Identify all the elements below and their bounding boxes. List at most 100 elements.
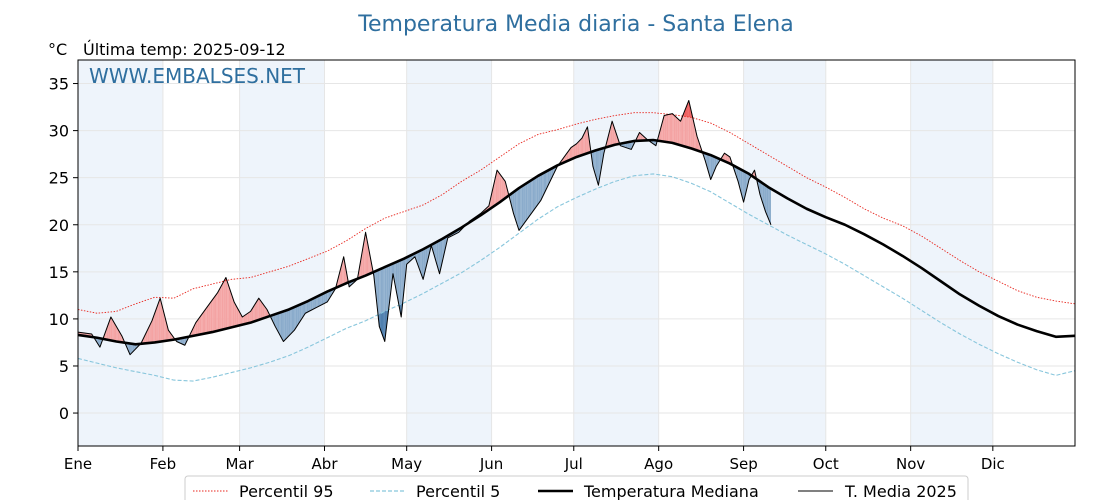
fill-below-median xyxy=(525,182,528,221)
fill-above-median xyxy=(253,304,255,322)
fill-above-median xyxy=(677,118,680,145)
unit-label: °C xyxy=(48,40,67,59)
fill-above-median xyxy=(666,114,669,143)
fill-above-median xyxy=(116,326,118,342)
fill-above-median xyxy=(639,132,641,141)
fill-below-median xyxy=(521,185,524,227)
fill-below-median xyxy=(595,149,598,181)
fill-above-median xyxy=(199,315,202,335)
fill-above-median xyxy=(676,117,678,145)
fill-above-median xyxy=(228,285,231,329)
legend: Percentil 95 Percentil 5 Temperatura Med… xyxy=(184,475,969,500)
fill-below-median xyxy=(313,297,315,310)
fill-below-median xyxy=(523,184,525,225)
fill-below-p5 xyxy=(384,310,387,342)
fill-above-median xyxy=(579,139,581,157)
fill-below-median xyxy=(423,248,425,280)
x-tick-label: Abr xyxy=(312,455,339,473)
fill-above-median xyxy=(258,298,261,320)
fill-below-p5 xyxy=(380,312,383,334)
x-tick-label: Nov xyxy=(896,455,925,473)
y-tick-label: 15 xyxy=(49,263,69,282)
fill-above-median xyxy=(665,114,667,143)
fill-below-median xyxy=(709,154,711,180)
fill-above-median xyxy=(662,115,665,142)
fill-above-median xyxy=(573,144,576,159)
fill-above-median xyxy=(214,294,217,332)
fill-below-median xyxy=(629,141,632,150)
fill-below-median xyxy=(545,171,547,192)
fill-above-median xyxy=(251,306,254,323)
fill-below-median xyxy=(547,169,550,187)
fill-above-median xyxy=(362,240,365,277)
fill-below-median xyxy=(317,295,320,307)
fill-below-median xyxy=(284,310,287,341)
fill-below-median xyxy=(534,177,536,210)
fill-above-median xyxy=(205,307,207,334)
fill-below-median xyxy=(520,186,522,229)
fill-above-median xyxy=(224,277,226,330)
fill-above-median xyxy=(683,110,685,147)
fill-below-median xyxy=(127,343,129,352)
fill-above-median xyxy=(502,177,504,201)
fill-below-median xyxy=(538,175,540,205)
x-tick-label: Feb xyxy=(150,455,177,473)
fill-above-median xyxy=(366,239,369,275)
fill-above-median xyxy=(210,300,213,333)
fill-below-median xyxy=(290,308,292,335)
fill-above-median xyxy=(110,317,113,341)
fill-above-median xyxy=(117,328,120,342)
fill-above-median xyxy=(149,323,151,343)
x-tick-label: May xyxy=(391,455,422,473)
fill-below-median xyxy=(527,181,529,220)
fill-below-median xyxy=(713,156,715,173)
fill-above-median xyxy=(238,309,240,326)
fill-above-median xyxy=(249,311,251,324)
x-tick-label: Sep xyxy=(729,455,757,473)
fill-above-median xyxy=(576,142,578,157)
fill-above-median xyxy=(613,125,615,146)
fill-above-median xyxy=(157,301,159,343)
fill-below-median xyxy=(399,259,402,318)
fill-above-median xyxy=(679,119,681,146)
fill-above-median xyxy=(638,132,640,141)
fill-above-median xyxy=(221,282,224,330)
fill-above-median xyxy=(587,126,589,154)
fill-above-median xyxy=(360,255,362,278)
fill-above-median xyxy=(250,309,252,323)
fill-below-median xyxy=(529,180,532,216)
fill-below-median xyxy=(532,178,535,212)
fill-above-median xyxy=(245,314,247,325)
fill-above-median xyxy=(575,143,577,158)
x-tick-label: Jul xyxy=(564,455,583,473)
fill-above-median xyxy=(494,176,496,206)
month-band xyxy=(573,60,659,446)
fill-above-median xyxy=(256,300,258,321)
fill-below-median xyxy=(305,301,307,314)
fill-below-median xyxy=(517,188,519,231)
fill-below-median xyxy=(439,239,441,274)
fill-below-median xyxy=(294,306,296,331)
fill-below-median xyxy=(324,292,326,304)
fill-above-median xyxy=(265,307,267,318)
fill-above-median xyxy=(497,170,499,205)
fill-below-median xyxy=(397,261,399,303)
fill-above-median xyxy=(572,145,574,159)
fill-below-median xyxy=(283,310,285,342)
x-tick-label: Oct xyxy=(813,455,839,473)
fill-above-median xyxy=(262,303,265,319)
fill-above-median xyxy=(499,173,502,203)
fill-below-median xyxy=(766,186,769,219)
fill-above-median xyxy=(691,112,693,149)
fill-below-median xyxy=(277,312,280,334)
fill-above-median xyxy=(208,303,210,333)
fill-above-median xyxy=(577,140,580,157)
fill-below-median xyxy=(628,141,630,149)
fill-below-median xyxy=(184,337,187,346)
legend-label-median: Temperatura Mediana xyxy=(583,482,759,500)
x-tick-label: Ene xyxy=(64,455,92,473)
fill-above-median xyxy=(264,305,266,318)
fill-above-median xyxy=(342,256,344,285)
fill-below-median xyxy=(183,337,185,346)
